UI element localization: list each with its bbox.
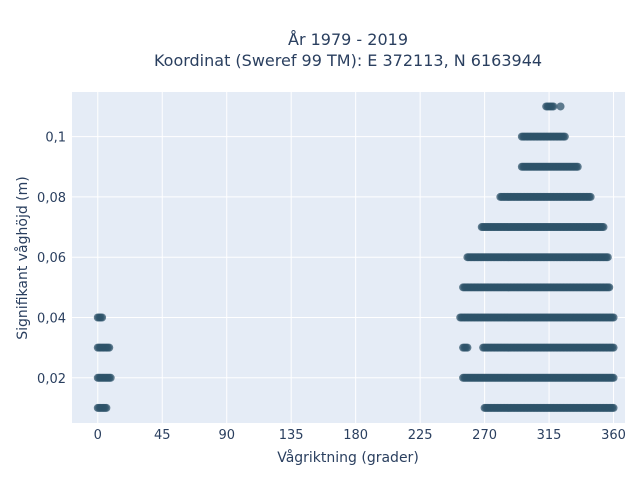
chart-subtitle: Koordinat (Sweref 99 TM): E 372113, N 61… [154, 51, 542, 70]
y-tick-label: 0,04 [37, 311, 66, 326]
data-point [609, 403, 618, 412]
data-point [560, 132, 569, 141]
data-point [102, 403, 111, 412]
data-point [599, 223, 608, 232]
data-point [105, 343, 114, 352]
x-tick-label: 270 [472, 428, 497, 443]
y-tick-labels: 0,02 0,04 0,06 0,08 0,1 [37, 131, 66, 387]
data-point [603, 253, 612, 262]
y-tick-label: 0,08 [37, 191, 66, 206]
x-tick-labels: 0 45 90 135 180 225 270 315 360 [94, 428, 626, 443]
x-axis-label: Vågriktning (grader) [277, 449, 419, 466]
data-points [93, 102, 618, 412]
data-point [98, 313, 107, 322]
y-tick-label: 0,02 [37, 372, 66, 387]
data-point [556, 102, 565, 111]
data-point [549, 102, 558, 111]
y-tick-label: 0,1 [45, 131, 66, 146]
y-axis-label: Signifikant våghöjd (m) [14, 176, 31, 339]
x-tick-label: 135 [279, 428, 304, 443]
data-point [463, 343, 472, 352]
data-point [605, 283, 614, 292]
data-point [609, 313, 618, 322]
x-tick-label: 225 [408, 428, 433, 443]
x-tick-label: 0 [94, 428, 102, 443]
data-point [609, 373, 618, 382]
x-tick-label: 360 [601, 428, 626, 443]
data-point [586, 192, 595, 201]
x-tick-label: 45 [154, 428, 171, 443]
data-point [106, 373, 115, 382]
data-point [573, 162, 582, 171]
x-tick-label: 315 [537, 428, 562, 443]
data-point [609, 343, 618, 352]
chart-title: År 1979 - 2019 [288, 30, 408, 49]
x-tick-label: 90 [218, 428, 235, 443]
x-tick-label: 180 [343, 428, 368, 443]
y-tick-label: 0,06 [37, 251, 66, 266]
